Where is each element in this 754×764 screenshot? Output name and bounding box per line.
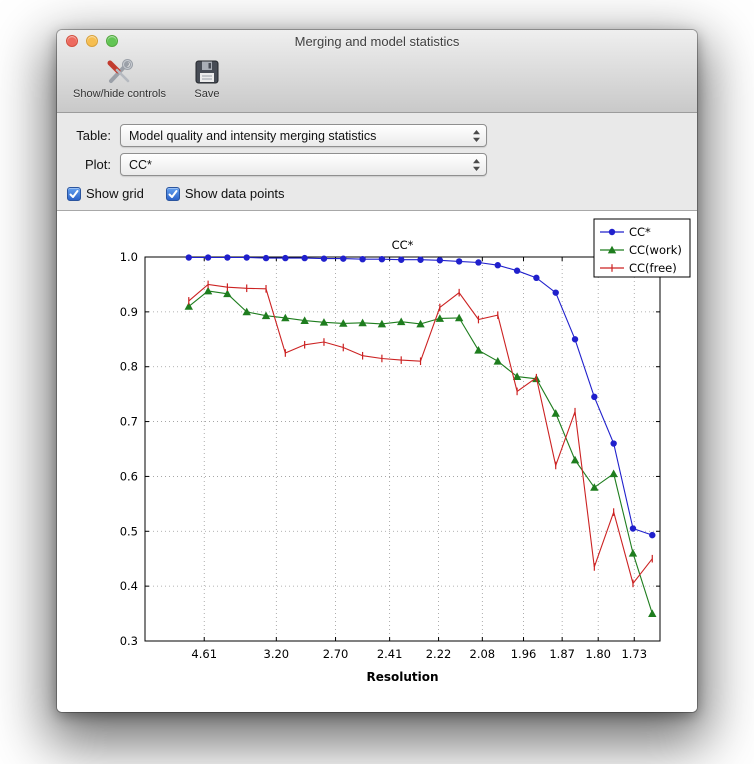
plot-popup[interactable]: CC* [120, 153, 487, 176]
x-axis-label: Resolution [366, 670, 438, 684]
svg-text:0.5: 0.5 [120, 524, 138, 538]
popup-double-arrow-icon [472, 158, 481, 172]
table-label: Table: [76, 128, 111, 143]
titlebar: Merging and model statistics [57, 30, 697, 52]
plot-row: Plot: CC* [65, 153, 697, 176]
svg-text:1.87: 1.87 [549, 647, 575, 661]
save-button[interactable]: Save [190, 55, 224, 102]
checkmark-icon [165, 186, 180, 201]
checkbox-row: Show grid Show data points [67, 186, 697, 201]
minimize-button[interactable] [86, 35, 98, 47]
window-header: Merging and model statistics Show/hide c… [57, 30, 697, 113]
svg-text:1.73: 1.73 [621, 647, 647, 661]
svg-text:0.6: 0.6 [120, 469, 138, 483]
svg-text:1.0: 1.0 [120, 250, 138, 264]
series-CC(work) [184, 286, 657, 617]
svg-text:4.61: 4.61 [191, 647, 217, 661]
table-row: Table: Model quality and intensity mergi… [65, 124, 697, 147]
series-CC* [185, 254, 656, 539]
svg-text:1.96: 1.96 [511, 647, 537, 661]
svg-text:3.20: 3.20 [264, 647, 290, 661]
show-grid-label: Show grid [86, 186, 144, 201]
tools-icon [104, 57, 134, 87]
series-CC(free) [188, 280, 653, 588]
svg-text:CC(work): CC(work) [629, 243, 682, 257]
plot-panel: 0.3 0.4 0.5 0.6 0.7 0.8 0.9 1.0 4.61 3.20 2.70 2.41… [57, 217, 697, 712]
chart: 0.3 0.4 0.5 0.6 0.7 0.8 0.9 1.0 4.61 3.20 2.70 2.41… [120, 218, 691, 684]
toolbar-button-label: Save [194, 88, 220, 100]
svg-text:CC(free): CC(free) [629, 261, 677, 275]
svg-text:2.22: 2.22 [426, 647, 452, 661]
plot-label: Plot: [84, 157, 111, 172]
app-window: Merging and model statistics Show/hide c… [57, 30, 697, 712]
toolbar: Show/hide controls Save [57, 52, 697, 112]
show-grid-checkbox[interactable]: Show grid [67, 186, 144, 201]
plot-popup-value: CC* [129, 157, 152, 172]
svg-text:2.08: 2.08 [470, 647, 496, 661]
chart-title: CC* [392, 238, 414, 252]
zoom-button[interactable] [106, 35, 118, 47]
close-button[interactable] [66, 35, 78, 47]
legend: CC* CC(work) CC(free) [593, 218, 691, 278]
svg-text:1.80: 1.80 [585, 647, 611, 661]
svg-text:0.3: 0.3 [120, 634, 138, 648]
svg-text:0.8: 0.8 [120, 360, 138, 374]
toolbar-button-label: Show/hide controls [73, 88, 166, 100]
window-title: Merging and model statistics [294, 34, 460, 49]
controls-panel: Table: Model quality and intensity mergi… [57, 113, 697, 211]
svg-text:0.9: 0.9 [120, 305, 138, 319]
svg-text:0.4: 0.4 [120, 579, 138, 593]
svg-text:2.70: 2.70 [323, 647, 349, 661]
svg-text:CC*: CC* [629, 225, 651, 239]
svg-text:0.7: 0.7 [120, 415, 138, 429]
traffic-lights [66, 35, 118, 47]
save-icon [194, 57, 220, 87]
popup-double-arrow-icon [472, 129, 481, 143]
table-popup[interactable]: Model quality and intensity merging stat… [120, 124, 487, 147]
show-hide-controls-button[interactable]: Show/hide controls [69, 55, 170, 102]
table-popup-value: Model quality and intensity merging stat… [129, 128, 377, 143]
checkmark-icon [67, 186, 81, 201]
show-data-points-checkbox[interactable]: Show data points [165, 186, 285, 201]
show-data-points-label: Show data points [184, 186, 285, 201]
svg-text:2.41: 2.41 [377, 647, 403, 661]
